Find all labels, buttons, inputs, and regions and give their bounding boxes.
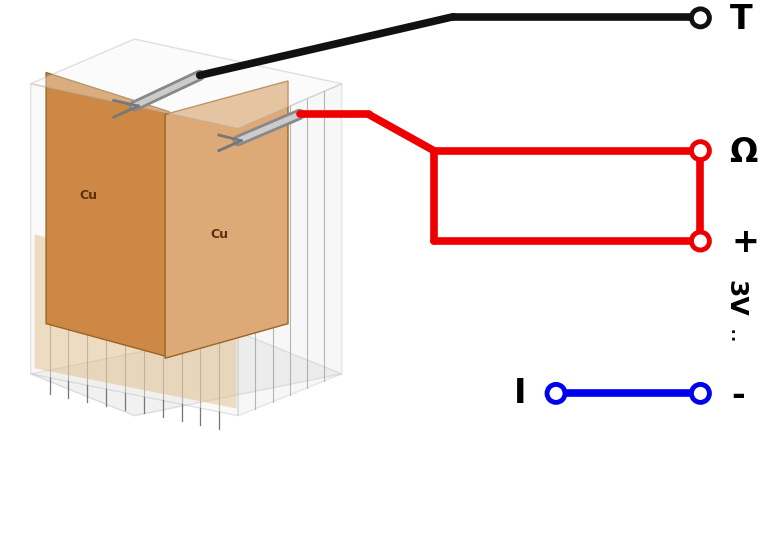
Polygon shape bbox=[31, 84, 238, 416]
Polygon shape bbox=[31, 332, 342, 416]
Text: T: T bbox=[730, 3, 752, 36]
Text: Cu: Cu bbox=[79, 189, 98, 202]
Text: 3V: 3V bbox=[723, 280, 748, 317]
Circle shape bbox=[691, 232, 710, 250]
Circle shape bbox=[691, 142, 710, 160]
Circle shape bbox=[691, 384, 710, 402]
Text: -: - bbox=[731, 378, 745, 412]
Polygon shape bbox=[165, 81, 288, 358]
Text: Cu: Cu bbox=[210, 228, 228, 241]
Text: I: I bbox=[514, 377, 526, 410]
Polygon shape bbox=[35, 234, 237, 408]
Text: +: + bbox=[731, 226, 759, 259]
Polygon shape bbox=[238, 84, 342, 416]
Polygon shape bbox=[46, 73, 169, 357]
Circle shape bbox=[547, 384, 565, 402]
Polygon shape bbox=[31, 39, 342, 128]
Circle shape bbox=[691, 9, 710, 27]
Text: Ω: Ω bbox=[730, 136, 758, 169]
